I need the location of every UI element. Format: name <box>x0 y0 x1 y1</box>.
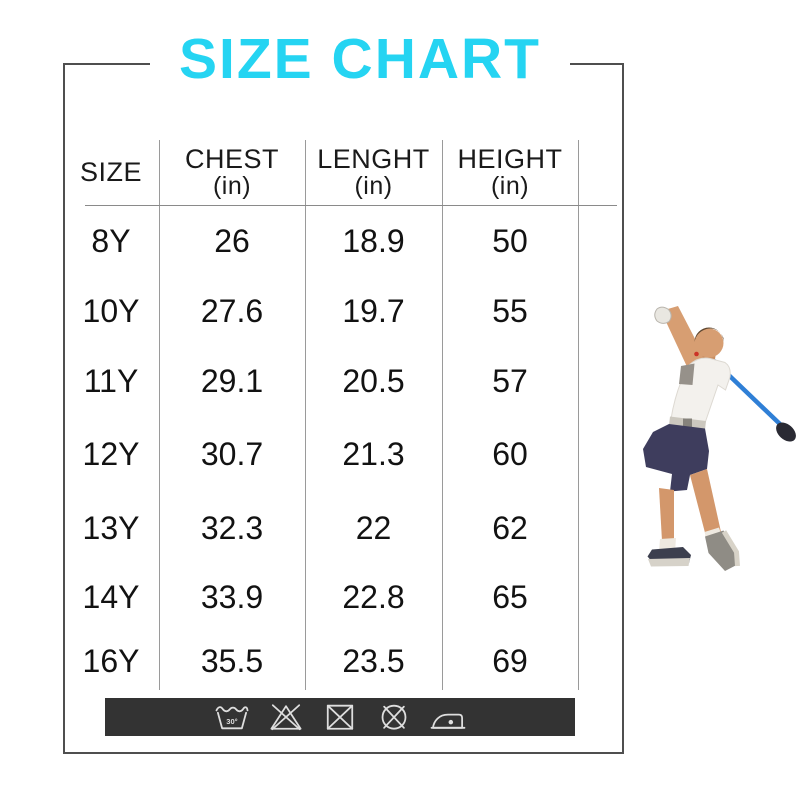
chest-cell: 30.7 <box>200 436 264 472</box>
golfer-shirt-yoke <box>679 363 695 385</box>
golfer-right-shoe <box>705 530 738 571</box>
machine-wash-30-icon: 30° <box>215 706 249 730</box>
column-divider <box>442 140 443 690</box>
chest-cell: 35.5 <box>200 642 264 679</box>
chest-cell: 33.9 <box>200 578 264 615</box>
golfer-sunglasses <box>694 351 699 357</box>
size-cell: 16Y <box>82 642 140 679</box>
golfer-left-leg <box>659 488 674 541</box>
column-header-unit: (in) <box>354 172 393 200</box>
column-header-unit: (in) <box>490 172 530 200</box>
golf-club-head <box>776 422 796 442</box>
lenght-cell: 18.9 <box>342 222 405 259</box>
table-body: 8Y 26 18.9 50 10Y 27.6 19.7 55 11Y 29.1 … <box>63 206 578 692</box>
golfer-shorts <box>643 424 709 492</box>
column-header-label: LENGHT <box>317 144 430 174</box>
column-header-lenght: LENGHT (in) <box>305 140 442 205</box>
do-not-dry-clean-icon <box>381 704 407 730</box>
column-header-height: HEIGHT (in) <box>442 140 578 205</box>
lenght-cell: 19.7 <box>342 292 405 329</box>
size-cell: 8Y <box>91 222 131 259</box>
column-divider <box>578 140 579 690</box>
column-divider <box>159 140 160 690</box>
column-header-label: HEIGHT <box>457 144 563 174</box>
golfer-photo <box>643 306 796 571</box>
golfer-shirt <box>670 357 731 424</box>
golfer-right-sole <box>721 530 740 567</box>
golfer-head <box>694 328 724 358</box>
height-cell: 69 <box>492 642 528 679</box>
size-cell: 13Y <box>82 510 140 546</box>
golfer-belt-buckle <box>683 418 692 428</box>
chest-cell: 27.6 <box>200 292 264 329</box>
golfer-right-leg <box>690 469 721 539</box>
height-cell: 60 <box>492 436 528 472</box>
column-header-unit: (in) <box>212 172 252 200</box>
height-cell: 65 <box>492 578 528 615</box>
table-header-row: SIZE CHEST (in) LENGHT (in) HEIGHT (in) <box>63 140 578 205</box>
size-cell: 11Y <box>83 362 139 399</box>
lenght-cell: 20.5 <box>342 362 405 399</box>
column-header-label: CHEST <box>184 144 279 174</box>
chest-cell: 32.3 <box>200 510 264 546</box>
chest-cell: 26 <box>214 222 250 259</box>
height-cell: 57 <box>492 362 528 399</box>
lenght-cell: 22.8 <box>342 578 405 615</box>
column-header-chest: CHEST (in) <box>159 140 305 205</box>
chest-cell: 29.1 <box>200 362 264 399</box>
size-cell: 14Y <box>82 578 140 615</box>
height-cell: 55 <box>492 292 528 329</box>
do-not-bleach-icon <box>270 704 302 731</box>
size-cell: 10Y <box>82 292 140 329</box>
header-divider <box>85 205 617 206</box>
golfer-left-sole <box>648 558 690 567</box>
golfer-glove <box>654 306 672 324</box>
iron-low-heat-icon <box>430 713 466 729</box>
svg-text:30°: 30° <box>226 717 237 726</box>
size-cell: 12Y <box>82 436 140 472</box>
lenght-cell: 21.3 <box>342 436 405 472</box>
care-instructions-banner: 30° <box>105 698 575 736</box>
page-title: SIZE CHART <box>150 27 570 91</box>
do-not-tumble-dry-icon <box>326 704 354 730</box>
lenght-cell: 22 <box>355 510 392 546</box>
lenght-cell: 23.5 <box>342 642 405 679</box>
height-cell: 62 <box>492 510 528 546</box>
column-divider <box>305 140 306 690</box>
height-cell: 50 <box>492 222 528 259</box>
column-header-size: SIZE <box>63 140 159 205</box>
column-header-label: SIZE <box>79 157 142 187</box>
